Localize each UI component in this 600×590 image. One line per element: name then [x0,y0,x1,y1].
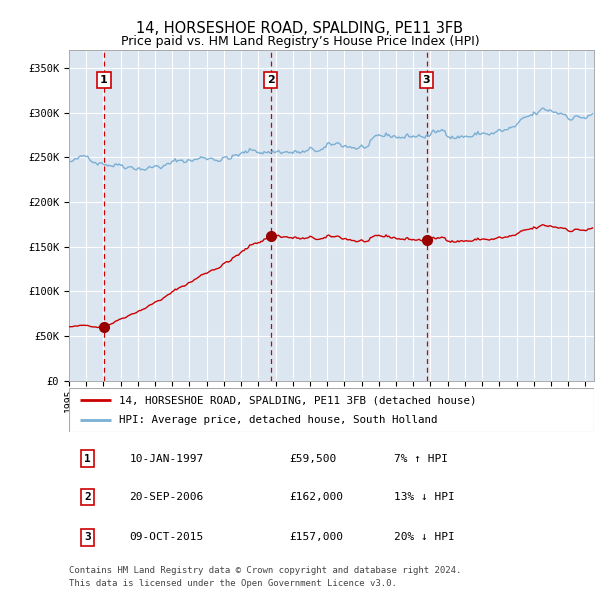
Text: Price paid vs. HM Land Registry’s House Price Index (HPI): Price paid vs. HM Land Registry’s House … [121,35,479,48]
Text: HPI: Average price, detached house, South Holland: HPI: Average price, detached house, Sout… [119,415,437,425]
Text: 14, HORSESHOE ROAD, SPALDING, PE11 3FB (detached house): 14, HORSESHOE ROAD, SPALDING, PE11 3FB (… [119,395,476,405]
Text: 2: 2 [84,492,91,502]
Text: £162,000: £162,000 [290,492,343,502]
Text: £157,000: £157,000 [290,532,343,542]
Text: 09-OCT-2015: 09-OCT-2015 [130,532,203,542]
Text: 13% ↓ HPI: 13% ↓ HPI [395,492,455,502]
Text: This data is licensed under the Open Government Licence v3.0.: This data is licensed under the Open Gov… [69,579,397,588]
Text: 20-SEP-2006: 20-SEP-2006 [130,492,203,502]
Text: 20% ↓ HPI: 20% ↓ HPI [395,532,455,542]
Text: 1: 1 [100,75,108,85]
Text: 10-JAN-1997: 10-JAN-1997 [130,454,203,464]
Text: 3: 3 [84,532,91,542]
Text: 14, HORSESHOE ROAD, SPALDING, PE11 3FB: 14, HORSESHOE ROAD, SPALDING, PE11 3FB [137,21,464,35]
Text: 2: 2 [267,75,275,85]
Text: 7% ↑ HPI: 7% ↑ HPI [395,454,449,464]
Text: 1: 1 [84,454,91,464]
Text: £59,500: £59,500 [290,454,337,464]
Text: 3: 3 [423,75,430,85]
FancyBboxPatch shape [69,388,594,432]
Text: Contains HM Land Registry data © Crown copyright and database right 2024.: Contains HM Land Registry data © Crown c… [69,566,461,575]
